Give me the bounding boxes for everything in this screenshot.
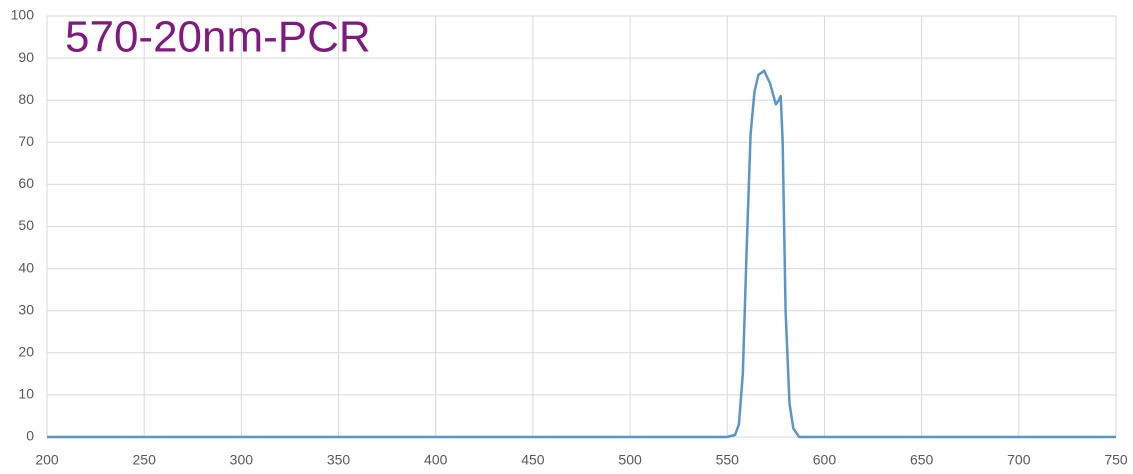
y-tick-label: 60 <box>18 175 34 191</box>
x-tick-label: 400 <box>424 452 448 468</box>
x-tick-label: 350 <box>327 452 351 468</box>
y-tick-label: 10 <box>18 386 34 402</box>
x-tick-label: 750 <box>1104 452 1128 468</box>
x-tick-label: 500 <box>618 452 642 468</box>
y-tick-label: 100 <box>11 7 35 23</box>
y-tick-label: 70 <box>18 133 34 149</box>
x-tick-label: 650 <box>910 452 934 468</box>
y-tick-label: 0 <box>26 428 34 444</box>
x-tick-label: 450 <box>521 452 545 468</box>
x-tick-label: 250 <box>133 452 157 468</box>
x-tick-label: 300 <box>230 452 254 468</box>
chart-title: 570-20nm-PCR <box>65 13 371 62</box>
y-tick-label: 80 <box>18 91 34 107</box>
x-tick-label: 700 <box>1007 452 1031 468</box>
x-tick-label: 600 <box>813 452 837 468</box>
y-tick-label: 40 <box>18 259 34 275</box>
x-tick-label: 200 <box>35 452 59 468</box>
y-tick-label: 30 <box>18 301 34 317</box>
y-tick-label: 50 <box>18 217 34 233</box>
x-tick-label: 550 <box>716 452 740 468</box>
y-tick-label: 20 <box>18 344 34 360</box>
data-line <box>47 69 1116 439</box>
y-tick-label: 90 <box>18 49 34 65</box>
